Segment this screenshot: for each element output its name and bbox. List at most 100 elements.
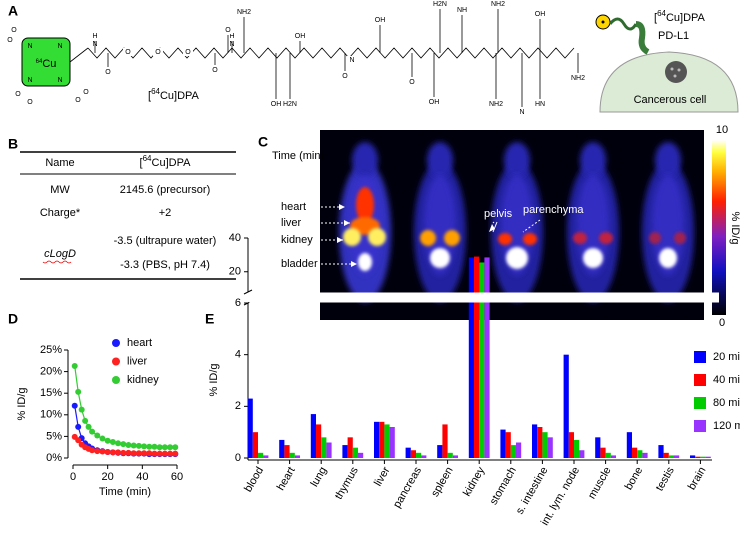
bar (484, 257, 490, 458)
compound-name: [64Cu]DPA (148, 87, 200, 102)
bar (342, 445, 348, 458)
data-point (71, 402, 78, 409)
bar (358, 452, 364, 458)
organ-label: liver (281, 217, 302, 229)
bar (690, 455, 696, 458)
atom-bg (25, 98, 35, 106)
data-point (82, 417, 89, 424)
x-tick-label: testis (654, 465, 677, 494)
panel-label: A (8, 3, 18, 19)
target-label: PD-L1 (658, 30, 689, 42)
legend-swatch (694, 420, 706, 432)
data-point (109, 439, 116, 446)
atom-label: O (185, 49, 191, 56)
bar (563, 354, 569, 458)
bar (532, 424, 538, 458)
atom-bg (73, 96, 83, 104)
bar (542, 432, 548, 458)
bar (252, 432, 258, 458)
bar (374, 421, 380, 458)
legend-marker (112, 339, 120, 347)
table-cell: +2 (159, 207, 172, 219)
data-point (141, 443, 148, 450)
data-point (71, 362, 78, 369)
uptake (583, 248, 603, 268)
x-tick-label: 40 (136, 471, 148, 483)
bar (632, 447, 638, 458)
data-point (130, 450, 137, 457)
bar (626, 432, 632, 458)
x-axis-label: Time (min) (99, 486, 151, 498)
dot (673, 74, 677, 78)
ligand-label: [64Cu]DPA (654, 9, 706, 24)
y-tick-label: 0% (46, 452, 62, 464)
atom-label: OH (535, 11, 546, 18)
bar (289, 452, 295, 458)
atom-label: N (57, 43, 62, 50)
bar (452, 455, 458, 458)
atom-label: O (75, 97, 81, 104)
region-label: pelvis (484, 208, 513, 220)
legend-label: 80 min (713, 397, 740, 409)
bar (447, 452, 453, 458)
bar (695, 456, 701, 458)
pd-l1 (635, 21, 650, 55)
atom-bg (535, 10, 545, 18)
legend-swatch (694, 374, 706, 386)
radiation-core (601, 20, 605, 24)
bar (437, 445, 443, 458)
bar (500, 429, 506, 458)
bond (69, 47, 89, 63)
bar (642, 452, 648, 458)
organ-label: bladder (281, 258, 318, 270)
data-point (104, 437, 111, 444)
uptake (523, 233, 537, 245)
arrowhead (344, 220, 350, 226)
colorbar-label: % ID/g (729, 211, 740, 244)
atom-label: H2N (283, 101, 297, 108)
pointer (522, 219, 541, 233)
data-point (120, 441, 127, 448)
break-gap (249, 292, 719, 303)
bar (442, 424, 448, 458)
data-point (75, 388, 82, 395)
atom-label: N (57, 77, 62, 84)
bar (410, 450, 416, 458)
bar (294, 455, 300, 458)
arrowhead (337, 237, 343, 243)
bar (516, 442, 522, 458)
data-point (115, 440, 122, 447)
legend-swatch (694, 397, 706, 409)
data-point (161, 450, 168, 457)
atom-label: N (519, 109, 524, 116)
bar (674, 455, 680, 458)
bar (352, 447, 358, 458)
atom-label: H (229, 33, 234, 40)
bar (510, 445, 516, 458)
atom-label: O (11, 27, 17, 34)
uptake (420, 230, 436, 246)
bar (574, 439, 580, 458)
uptake (444, 230, 460, 246)
legend-marker (112, 376, 120, 384)
atom-label: O (225, 27, 231, 34)
uptake (674, 232, 686, 244)
cell (599, 51, 739, 113)
panel-label: B (8, 136, 18, 152)
panel-label: E (205, 311, 214, 327)
atom-bg (375, 16, 385, 24)
table-cell: cLogD (44, 248, 76, 260)
data-point (109, 449, 116, 456)
uptake (343, 228, 361, 246)
data-point (172, 444, 179, 451)
bar (316, 424, 322, 458)
atom-label: O (83, 89, 89, 96)
text-part: [ (148, 90, 151, 102)
x-tick-label: s. intestine (514, 465, 551, 517)
data-point (135, 442, 142, 449)
data-point (94, 448, 101, 455)
data-point (104, 448, 111, 455)
data-point (156, 450, 163, 457)
uptake (649, 232, 661, 244)
atom-label: NH2 (237, 9, 251, 16)
